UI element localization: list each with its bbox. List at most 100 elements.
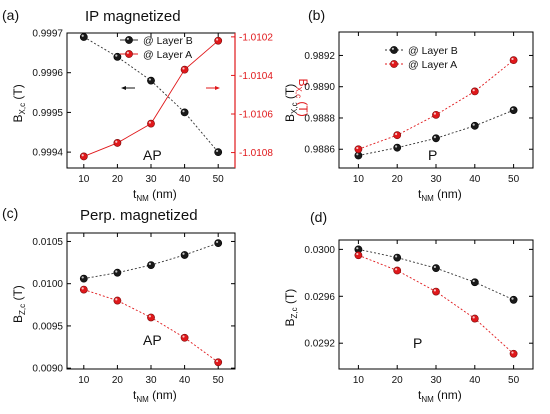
panel-b-series-1-point (393, 131, 402, 140)
panel-d: (d) 10 20 30 40 50 tNM (nm) 0.0292 0.0296 0.0300 B… (283, 209, 534, 404)
panel-d-series-1-point (393, 266, 402, 275)
panel-b-series-0-point (470, 121, 479, 130)
panel-c-series-0-point (113, 268, 122, 277)
panel-b-series-1-point (354, 145, 363, 154)
panel-a-series-1-point (214, 36, 223, 45)
panel-c-series-0-point-highlight (115, 270, 118, 273)
panel-d-series-0-point (432, 264, 440, 273)
panel-a-xlabel: tNM (nm) (133, 187, 177, 203)
panel-a-series-1-point-highlight (182, 67, 185, 70)
panel-b-series-0-point (393, 143, 402, 152)
panel-c-series-1-point (214, 358, 223, 367)
panel-c-series-0-point-highlight (216, 240, 219, 244)
panel-c-ytick-label: 0.0105 (32, 237, 63, 248)
panel-c-series-0-point (214, 239, 223, 248)
panel-c-heading: Perp. magnetized (80, 207, 198, 224)
panel-a-legend-label: @ Layer B (143, 35, 193, 47)
panel-d-series-0-point-highlight (356, 247, 359, 250)
panel-a-series-0-point-highlight (216, 149, 219, 153)
panel-b-xtick-label: 30 (430, 174, 442, 185)
panel-b-ytick-label: 0.9886 (304, 145, 335, 156)
panel-b-xtick-label: 40 (469, 174, 481, 185)
panel-c-xtick-label: 20 (112, 375, 124, 386)
panel-a-ylabel: BX,c (T) (11, 84, 27, 122)
panel-c-xtick-label: 40 (179, 375, 191, 386)
panel-c-ytick-label: 0.0100 (32, 279, 63, 290)
panel-c: (c) 10 20 30 40 50 tNM (nm) 0.0090 0.0095 0.0100 0… (2, 205, 236, 404)
panel-c-series-1-line (83, 289, 219, 363)
panel-d-series-1-point (509, 349, 518, 358)
panel-c-label: (c) (2, 205, 18, 221)
panel-d-ylabel: BZ,c (T) (283, 289, 299, 327)
panel-a-xtick-label: 10 (78, 174, 90, 185)
panel-d-xtick-label: 30 (430, 375, 442, 386)
panel-b-series-1-point-highlight (395, 132, 398, 136)
panel-b-series-1-point-highlight (472, 89, 475, 92)
panel-a-annotation: AP (143, 147, 162, 163)
panel-c-series-0-point (147, 261, 155, 269)
panel-d-label: (d) (310, 209, 327, 225)
panel-a-legend-label: @ Layer A (143, 49, 192, 61)
panel-b-series-1-point (509, 56, 518, 65)
panel-d-series-0-point (509, 295, 518, 304)
panel-a-xtick-label: 40 (179, 174, 191, 185)
panel-b-annotation: P (428, 147, 437, 163)
panel-d-series-0-point-highlight (472, 279, 475, 283)
panel-c-series-0-point-highlight (148, 262, 151, 265)
panel-c-series-0-line (83, 242, 219, 280)
panel-a-series-0-point (79, 33, 88, 41)
panel-b-ylabel: BX,c (T) (283, 84, 299, 122)
panel-d-series-1-point-highlight (472, 316, 475, 319)
panel-a: (a) 10 20 30 40 50 tNM (nm) 0.9994 0.9995 0.9996 0… (2, 7, 310, 203)
panel-a-series-1-point-highlight (81, 154, 84, 157)
panel-b-series-1-point (470, 87, 479, 96)
panel-b-xtick-label: 50 (508, 174, 520, 185)
panel-a-series-0-point-highlight (182, 110, 185, 113)
panel-a-legend-marker-highlight (126, 51, 129, 54)
panel-d-series-1-point (432, 287, 440, 296)
panel-b-legend-label: @ Layer B (408, 45, 458, 57)
panel-c-frame (66, 232, 236, 370)
panel-c-xtick-label: 10 (78, 375, 90, 386)
panel-a-series-1-point-highlight (115, 140, 118, 143)
panel-a-legend-marker (125, 36, 133, 44)
panel-c-ytick-label: 0.0095 (32, 321, 63, 332)
panel-a-xtick-label: 50 (213, 174, 225, 185)
panel-d-series-1-point-highlight (511, 351, 514, 354)
panel-a-series-0-point (180, 108, 189, 117)
panel-b-series-0-point (432, 134, 440, 143)
panel-a-y2tick-label: -1.0104 (239, 71, 273, 82)
panel-a-ytick-label: 0.9995 (32, 108, 63, 119)
panel-b-xtick-label: 10 (353, 174, 365, 185)
panel-d-series-1-point-highlight (356, 252, 359, 256)
panel-d-series-1-point-highlight (433, 289, 436, 292)
panel-c-xlabel: tNM (nm) (133, 388, 177, 404)
panel-c-series-1-point-highlight (216, 359, 219, 363)
panel-d-ytick-label: 0.0296 (304, 292, 335, 303)
panel-b-series-0-point-highlight (511, 107, 514, 111)
panel-c-series-0-point (79, 274, 88, 283)
panel-b-series-1-point-highlight (433, 112, 436, 115)
panel-b-legend-label: @ Layer A (408, 59, 457, 71)
panel-a-xtick-label: 20 (112, 174, 124, 185)
panel-a-y2label: BX,c (T) (294, 79, 310, 117)
panel-c-series-0-point (180, 251, 189, 259)
panel-d-annotation: P (413, 335, 422, 351)
panel-d-series-0-point (470, 278, 479, 287)
panel-a-series-0-point (113, 52, 122, 61)
panel-c-series-1-point-highlight (115, 298, 118, 301)
panel-b-ytick-label: 0.9888 (304, 113, 335, 124)
panel-b-series-1-point-highlight (511, 57, 514, 61)
panel-b-legend-marker (390, 46, 398, 54)
panel-a-legend: @ Layer B @ Layer A (120, 35, 193, 61)
panel-d-series-0-point-highlight (511, 297, 514, 300)
panel-a-ytick-label: 0.9996 (32, 68, 63, 79)
panel-a-heading: IP magnetized (85, 8, 181, 25)
panel-b: (b) 10 20 30 40 50 tNM (nm) 0.9886 0.9888 0.9890 0… (283, 7, 534, 203)
panel-d-xtick-label: 10 (353, 375, 365, 386)
panel-c-ylabel: BZ,c (T) (11, 285, 27, 323)
panel-b-legend-marker (390, 60, 398, 68)
panel-a-series-0-point (147, 76, 155, 85)
panel-c-annotation: AP (143, 332, 162, 348)
